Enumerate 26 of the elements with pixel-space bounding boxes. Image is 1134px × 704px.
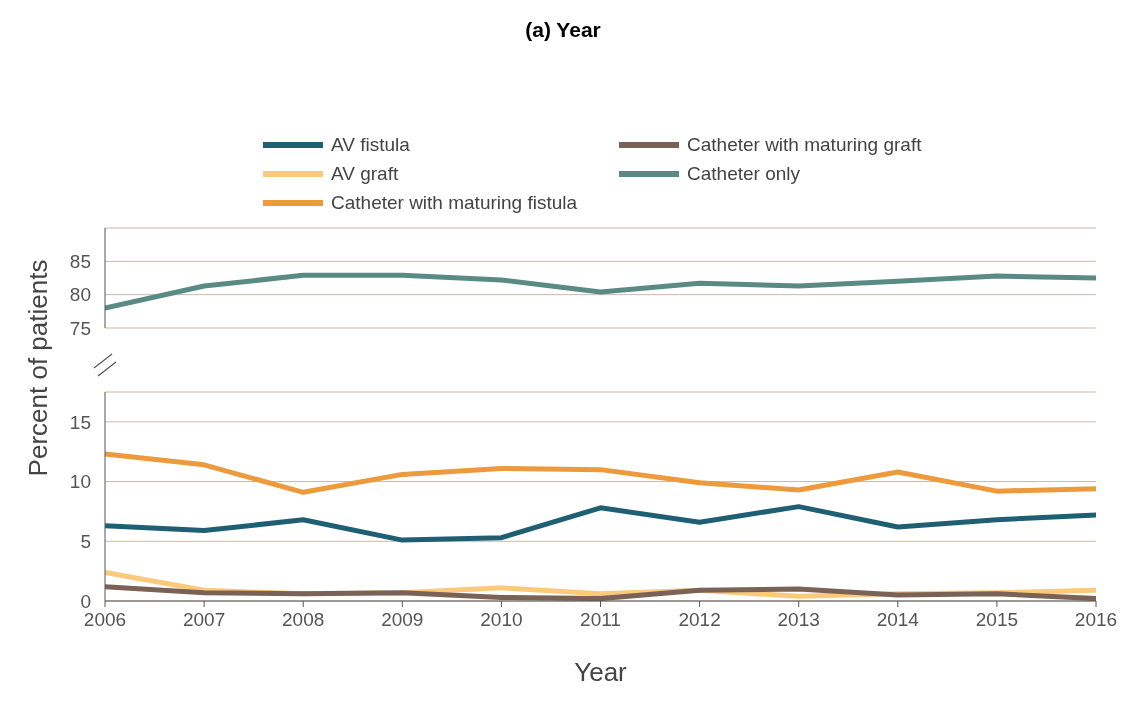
y-tick-label: 80: [69, 284, 91, 306]
y-tick-label: 0: [80, 590, 91, 612]
legend-label: AV graft: [331, 162, 399, 185]
y-tick-label: 85: [69, 251, 91, 273]
x-tick-label: 2011: [580, 609, 621, 631]
chart-title: (a) Year: [524, 18, 602, 42]
x-tick-label: 2010: [480, 609, 523, 631]
legend-label: Catheter with maturing graft: [687, 133, 922, 156]
legend-label: Catheter with maturing fistula: [331, 191, 578, 214]
y-tick-label: 10: [69, 471, 91, 493]
x-axis-title: Year: [574, 657, 628, 687]
x-tick-label: 2015: [975, 609, 1019, 631]
y-tick-label: 75: [69, 317, 91, 339]
x-tick-label: 2009: [381, 609, 424, 631]
x-tick-label: 2014: [876, 609, 920, 631]
y-axis-title: Percent of patients: [22, 259, 54, 477]
x-tick-label: 2006: [83, 609, 127, 631]
x-tick-label: 2016: [1074, 609, 1118, 631]
x-tick-label: 2007: [182, 609, 226, 631]
legend-label: Catheter only: [687, 162, 801, 185]
x-tick-label: 2013: [777, 609, 820, 631]
y-tick-label: 15: [69, 411, 91, 433]
x-tick-label: 2008: [282, 609, 325, 631]
legend-label: AV fistula: [331, 133, 410, 156]
x-tick-label: 2012: [678, 609, 721, 631]
y-tick-label: 5: [80, 531, 91, 553]
